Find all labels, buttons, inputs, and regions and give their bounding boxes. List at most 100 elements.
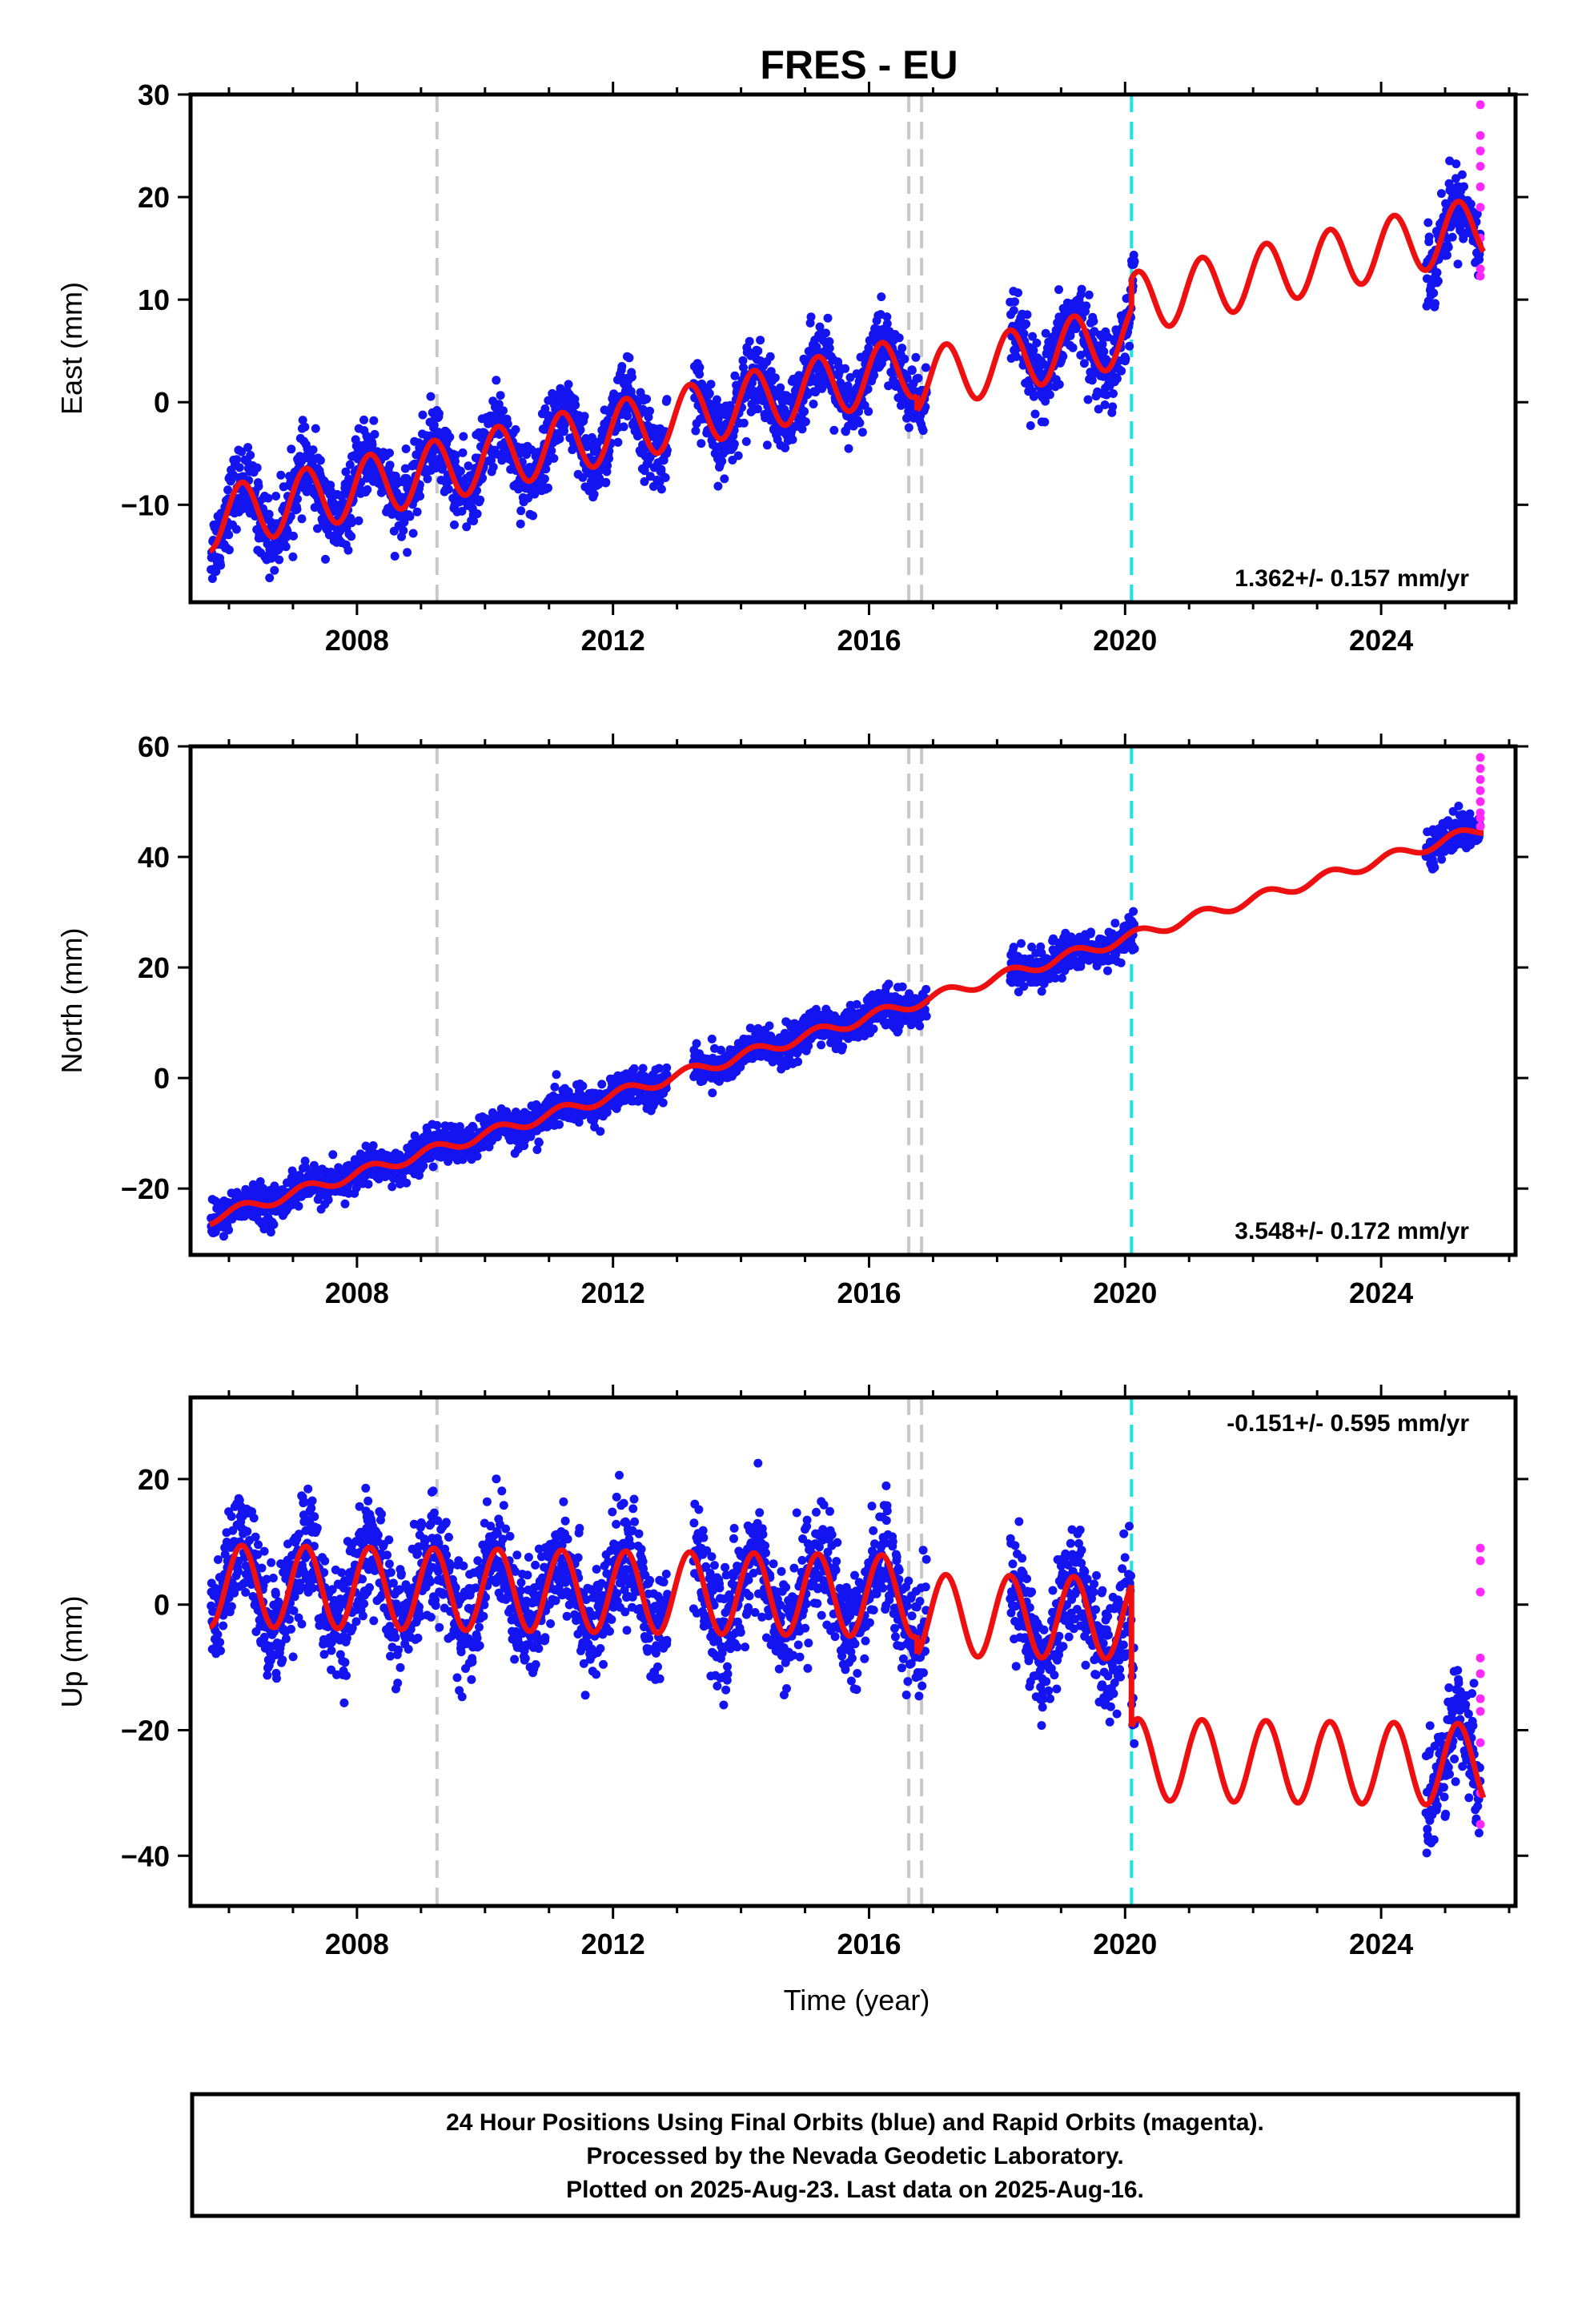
final-orbit-point — [691, 426, 701, 436]
final-orbit-point — [829, 425, 839, 435]
final-orbit-point — [739, 418, 749, 428]
final-orbit-point — [705, 399, 714, 408]
final-orbit-point — [552, 1070, 561, 1080]
final-orbit-point — [547, 446, 556, 456]
final-orbit-point — [745, 336, 754, 346]
final-orbit-point — [549, 453, 559, 463]
final-orbit-point — [450, 520, 459, 529]
final-orbit-point — [603, 461, 612, 470]
final-orbit-point — [756, 336, 765, 345]
final-orbit-point — [706, 380, 716, 389]
final-orbit-point — [405, 512, 415, 521]
final-orbit-point — [1041, 328, 1050, 338]
x-tick-label: 2016 — [837, 624, 901, 657]
final-orbit-point — [1089, 316, 1098, 326]
final-orbit-point — [1424, 232, 1434, 242]
final-orbit-point — [580, 412, 589, 421]
final-orbit-point — [400, 464, 410, 473]
final-orbit-point — [1082, 301, 1091, 311]
final-orbit-point — [629, 1063, 639, 1073]
final-orbit-point — [902, 373, 912, 383]
final-orbit-point — [514, 485, 523, 494]
rapid-orbit-point — [1476, 100, 1485, 110]
final-orbit-point — [457, 506, 467, 516]
final-orbit-point — [399, 526, 408, 535]
final-orbit-point — [811, 1004, 821, 1014]
final-orbit-point — [648, 482, 658, 491]
final-orbit-point — [720, 474, 729, 484]
final-orbit-point — [428, 1162, 438, 1172]
final-orbit-point — [464, 461, 473, 471]
final-orbit-point — [541, 464, 551, 474]
final-orbit-point — [645, 406, 654, 416]
y-tick-label: 20 — [138, 181, 170, 214]
final-orbit-point — [1100, 400, 1110, 409]
y-tick-label: −10 — [121, 489, 170, 521]
final-orbit-point — [1452, 159, 1461, 169]
final-orbit-point — [528, 511, 538, 521]
final-orbit-point — [1079, 359, 1089, 368]
final-orbit-point — [661, 473, 670, 482]
final-orbit-point — [1460, 182, 1468, 191]
final-orbit-point — [729, 439, 739, 448]
final-orbit-point — [224, 545, 234, 555]
final-orbit-point — [882, 319, 892, 328]
final-orbit-point — [300, 422, 310, 432]
final-orbit-point — [1130, 257, 1139, 267]
final-orbit-point — [1442, 251, 1452, 260]
final-orbit-point — [812, 342, 821, 352]
final-orbit-point — [1019, 982, 1029, 991]
final-orbit-point — [283, 526, 292, 536]
final-orbit-point — [523, 1110, 532, 1120]
final-orbit-point — [275, 555, 284, 565]
final-orbit-point — [451, 450, 460, 460]
final-orbit-point — [423, 474, 432, 484]
final-orbit-point — [576, 425, 585, 435]
final-orbit-point — [825, 344, 834, 353]
final-orbit-point — [1058, 352, 1068, 361]
final-orbit-point — [426, 392, 436, 401]
final-orbit-point — [821, 328, 830, 338]
final-orbit-point — [1466, 199, 1476, 209]
final-orbit-point — [1045, 390, 1054, 400]
final-orbit-point — [323, 1195, 333, 1204]
final-orbit-point — [717, 456, 727, 466]
final-orbit-point — [298, 416, 307, 425]
final-orbit-point — [235, 463, 244, 472]
final-orbit-point — [733, 451, 743, 460]
final-orbit-point — [638, 1063, 648, 1073]
final-orbit-point — [738, 356, 748, 365]
final-orbit-point — [662, 395, 672, 404]
final-orbit-point — [1054, 285, 1063, 295]
model-fit-line — [914, 308, 1134, 412]
final-orbit-point — [345, 460, 355, 469]
final-orbit-point — [713, 481, 723, 491]
final-orbit-point — [476, 495, 485, 505]
final-orbit-point — [882, 312, 892, 322]
final-orbit-point — [770, 373, 780, 383]
final-orbit-point — [294, 1201, 303, 1211]
final-orbit-point — [574, 1117, 584, 1127]
final-orbit-point — [1445, 156, 1455, 166]
final-orbit-point — [456, 466, 465, 476]
final-orbit-point — [532, 1145, 542, 1155]
final-orbit-point — [444, 485, 453, 494]
final-orbit-point — [844, 444, 853, 453]
final-orbit-point — [255, 1177, 265, 1186]
final-orbit-point — [252, 463, 262, 472]
final-orbit-point — [1452, 174, 1460, 183]
final-orbit-point — [488, 462, 498, 472]
final-orbit-point — [1432, 267, 1442, 277]
final-orbit-point — [863, 384, 873, 394]
final-orbit-point — [315, 456, 325, 465]
panel-frame — [188, 92, 1518, 605]
final-orbit-point — [263, 493, 273, 503]
final-orbit-point — [1009, 943, 1018, 952]
final-orbit-point — [765, 352, 775, 361]
final-orbit-point — [1472, 209, 1482, 219]
final-orbit-point — [877, 292, 886, 302]
final-orbit-point — [1086, 927, 1095, 937]
final-orbit-point — [1116, 958, 1126, 967]
final-orbit-point — [1112, 374, 1122, 384]
final-orbit-point — [658, 1098, 668, 1108]
